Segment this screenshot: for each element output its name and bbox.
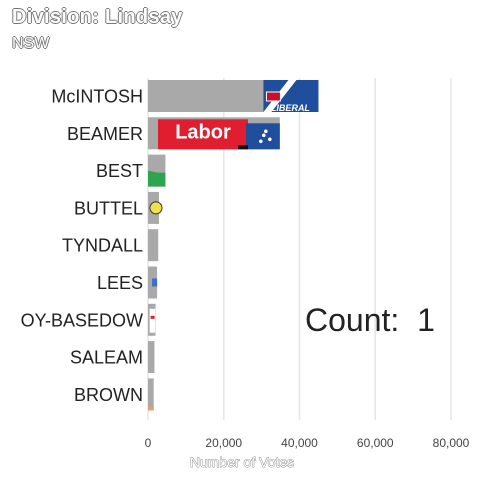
labor-logo-text: Labor [175,121,231,143]
party-logo-icon [148,406,154,411]
liberal-logo-text: LIBERAL [271,103,310,113]
category-label: BROWN [74,385,143,405]
count-readout: Count: 1 [305,302,435,339]
party-logo-mark [150,315,155,319]
flag-icon [265,91,281,102]
category-label: BUTTEL [74,198,143,218]
x-axis-title: Number of Votes [190,454,294,470]
category-label: OY-BASEDOW [21,310,143,330]
category-label: BEAMER [67,124,143,144]
x-tick-label: 40,000 [281,436,318,450]
category-label: McINTOSH [51,87,143,107]
category-label: TYNDALL [62,236,143,256]
category-label: LEES [97,273,143,293]
count-value: 1 [417,302,435,338]
star-icon [268,137,272,142]
star-icon [259,139,263,144]
star-icon [262,133,266,138]
star-icon [264,129,268,134]
category-label: BEST [96,161,143,181]
bar [148,341,155,374]
bar [148,229,159,262]
bar [148,378,154,411]
category-label: SALEAM [70,348,143,368]
labor-logo [158,119,248,150]
party-logo-icon [149,308,156,334]
x-tick-label: 20,000 [205,436,242,450]
x-tick-label: 80,000 [433,436,470,450]
party-logo-icon [149,201,163,215]
party-logo-icon [152,278,158,287]
x-tick-label: 0 [145,436,152,450]
chart-title: Division: Lindsay [12,6,183,28]
count-label: Count: [305,302,400,338]
labor-logo-shadow [238,145,248,150]
x-tick-label: 60,000 [357,436,394,450]
chart-subtitle: NSW [12,35,50,52]
greens-logo [148,170,166,187]
